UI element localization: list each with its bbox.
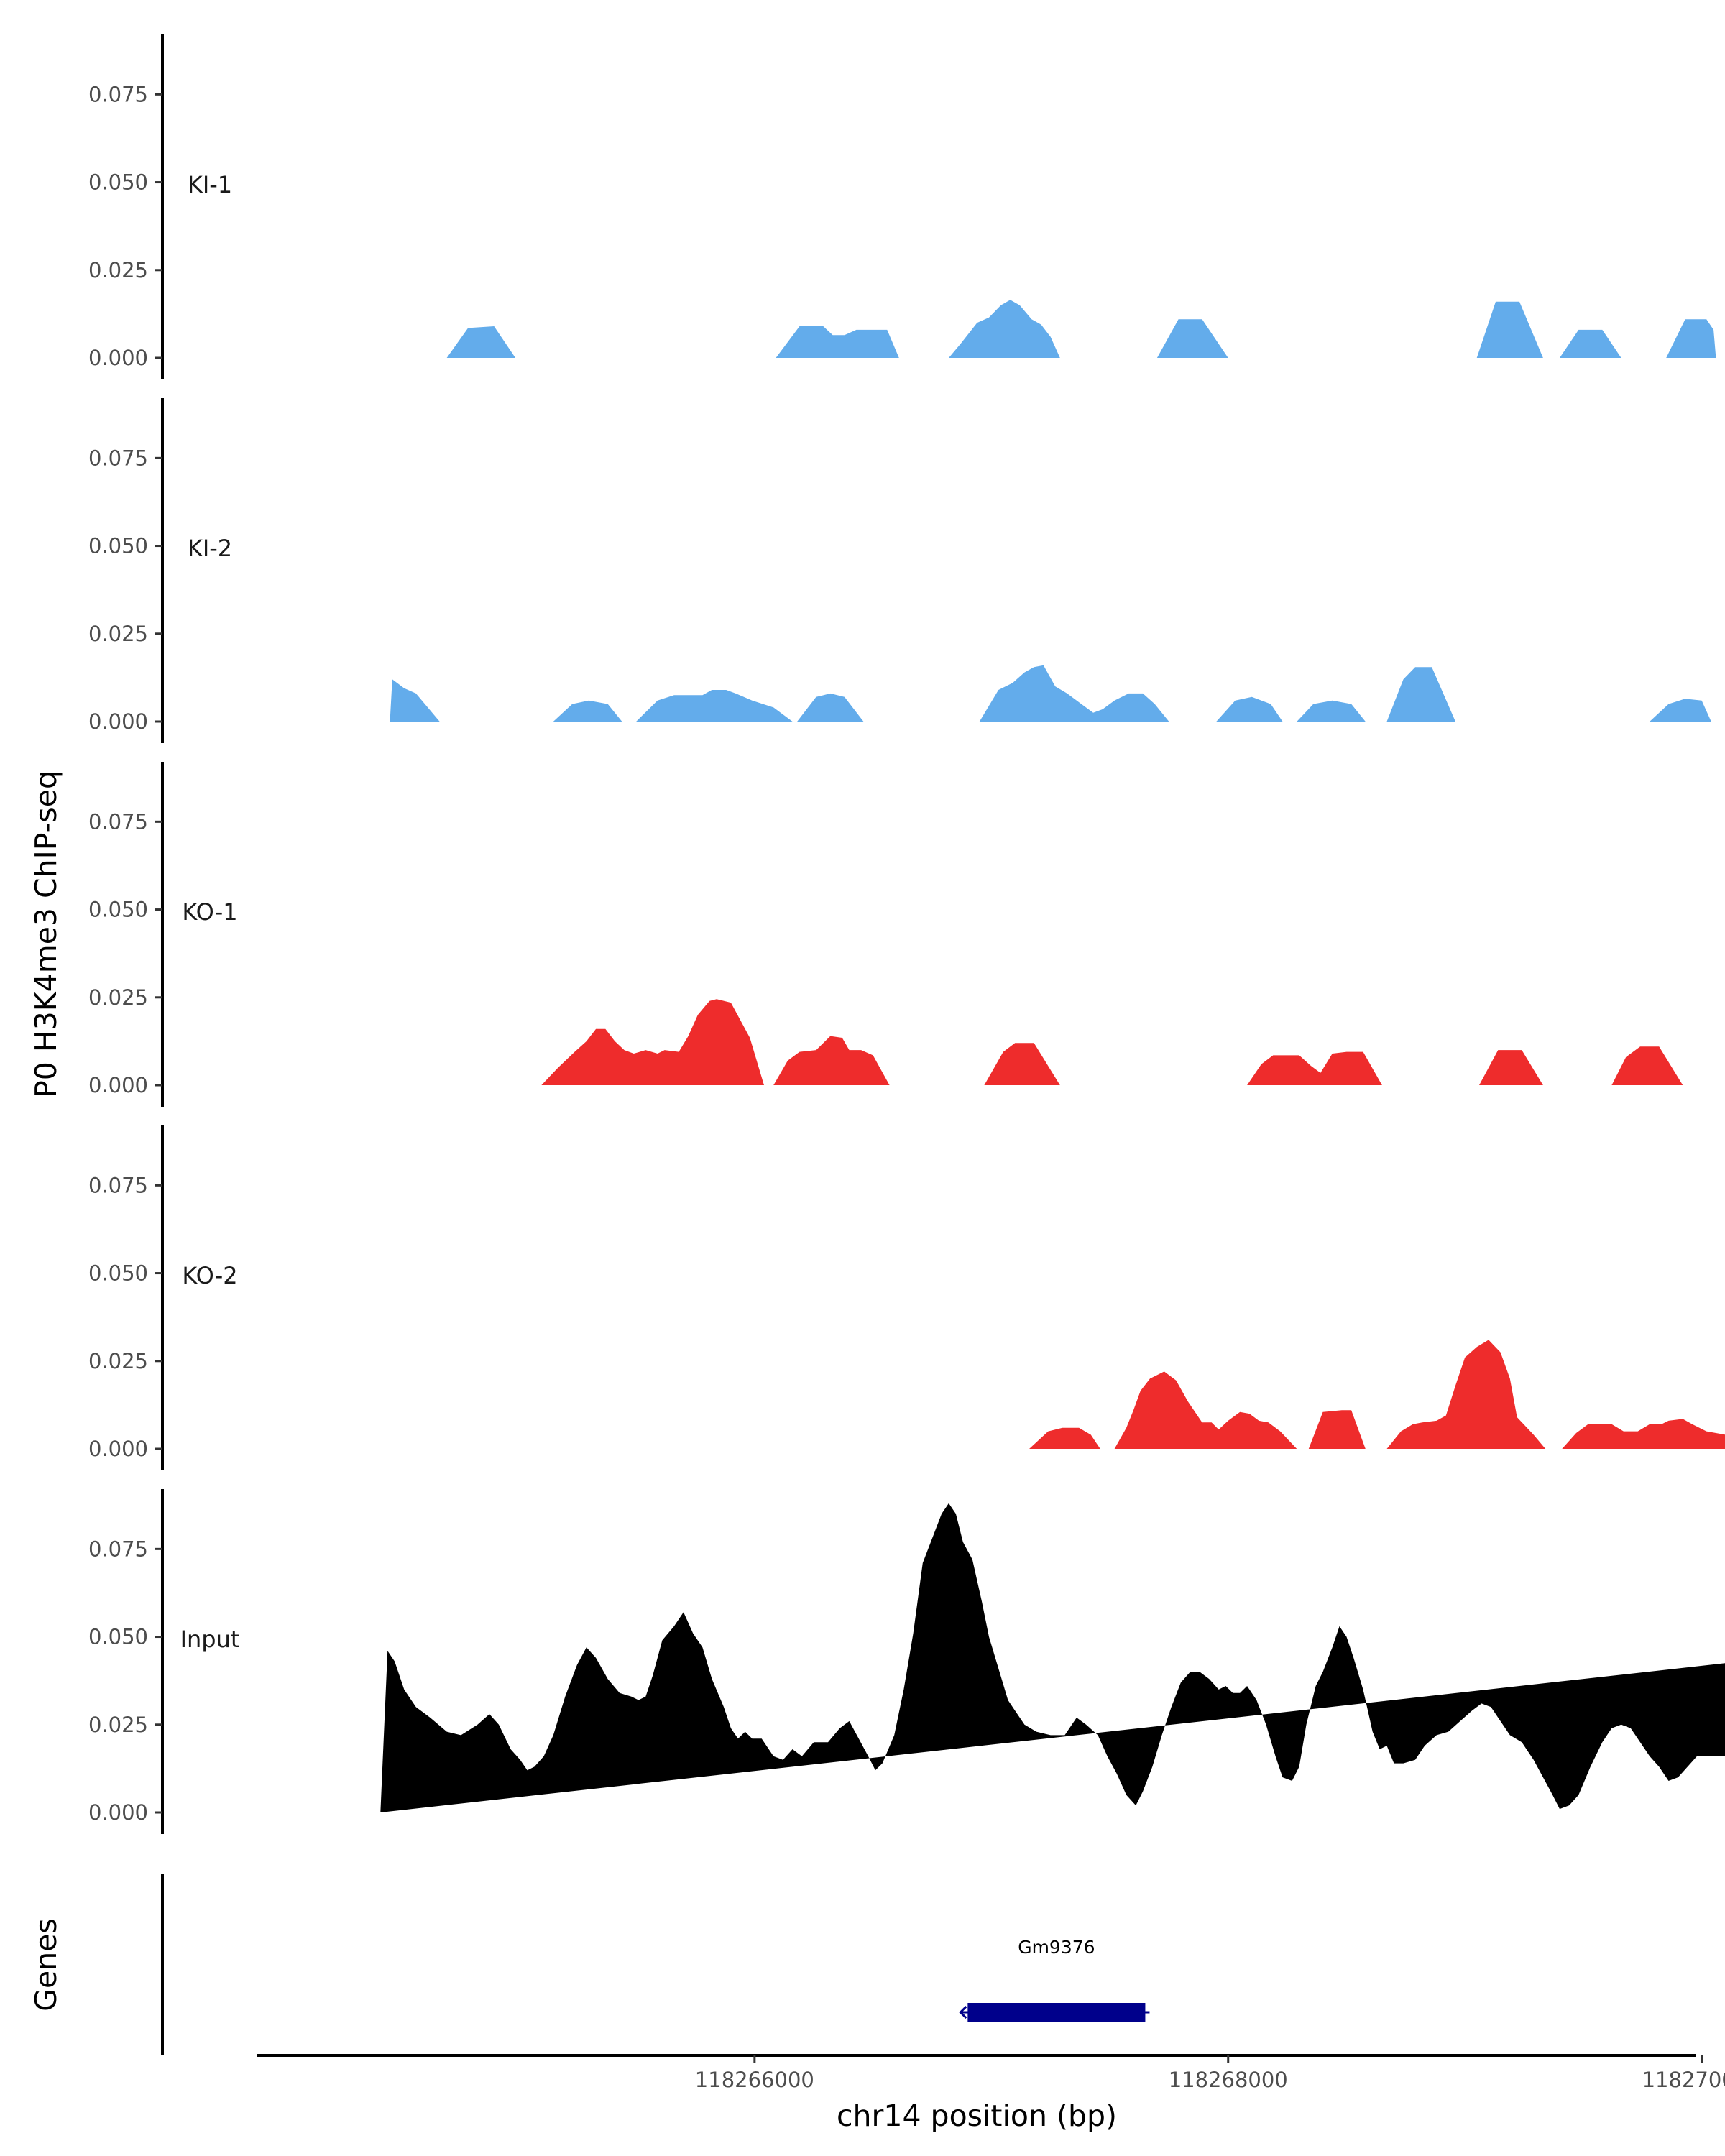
y-tick-label: 0.025 bbox=[88, 622, 148, 646]
y-tick-label: 0.050 bbox=[88, 534, 148, 558]
y-tick-label: 0.050 bbox=[88, 170, 148, 195]
coverage-area-input bbox=[380, 1503, 1725, 1812]
track-label: KO-2 bbox=[182, 1262, 237, 1289]
genes-layer: Gm9376 bbox=[161, 1874, 1150, 2055]
genes-axis-title: Genes bbox=[29, 1918, 63, 2012]
coverage-area-ko-2 bbox=[1029, 1340, 1725, 1449]
y-tick-label: 0.000 bbox=[88, 346, 148, 370]
x-tick-label: 118266000 bbox=[695, 2068, 814, 2092]
strand-arrow-icon bbox=[959, 2005, 967, 2019]
x-axis-title: chr14 position (bp) bbox=[837, 2099, 1117, 2133]
y-tick-label: 0.075 bbox=[88, 1537, 148, 1561]
x-tick-label: 118268000 bbox=[1169, 2068, 1288, 2092]
y-tick-label: 0.025 bbox=[88, 1349, 148, 1373]
y-axis-title: P0 H3K4me3 ChIP-seq bbox=[29, 770, 63, 1098]
y-tick-label: 0.075 bbox=[88, 446, 148, 470]
track-ki-2: 0.000 0.025 0.050 0.075 KI-2 bbox=[88, 398, 1711, 743]
gene-gm9376: Gm9376 bbox=[959, 1937, 1150, 2022]
y-tick-label: 0.075 bbox=[88, 82, 148, 106]
y-tick-label: 0.050 bbox=[88, 1625, 148, 1649]
y-tick-label: 0.000 bbox=[88, 1800, 148, 1825]
track-ko-2: 0.000 0.025 0.050 0.075 KO-2 bbox=[88, 1125, 1725, 1470]
gene-label: Gm9376 bbox=[1018, 1937, 1095, 1958]
y-tick-label: 0.000 bbox=[88, 709, 148, 734]
y-tick-label: 0.000 bbox=[88, 1437, 148, 1461]
y-tick-label: 0.025 bbox=[88, 258, 148, 282]
y-tick-label: 0.050 bbox=[88, 1261, 148, 1286]
x-tick-label: 118270000 bbox=[1642, 2068, 1725, 2092]
track-input: 0.000 0.025 0.050 0.075 Input bbox=[88, 1489, 1725, 1834]
track-label: Input bbox=[180, 1626, 240, 1653]
y-tick-label: 0.025 bbox=[88, 985, 148, 1010]
coverage-area-ko-1 bbox=[541, 999, 1683, 1085]
y-tick-label: 0.025 bbox=[88, 1713, 148, 1737]
track-ko-1: 0.000 0.025 0.050 0.075 KO-1 bbox=[88, 762, 1683, 1107]
coverage-area-ki-2 bbox=[390, 665, 1711, 722]
track-label: KI-1 bbox=[188, 171, 232, 198]
track-label: KI-2 bbox=[188, 535, 232, 562]
y-tick-label: 0.000 bbox=[88, 1073, 148, 1097]
y-tick-label: 0.075 bbox=[88, 809, 148, 834]
x-axis: 118266000 118268000 118270000 bbox=[257, 2054, 1725, 2092]
gene-body bbox=[967, 2003, 1146, 2022]
y-tick-label: 0.050 bbox=[88, 898, 148, 922]
track-label: KO-1 bbox=[182, 898, 237, 926]
coverage-area-ki-1 bbox=[446, 300, 1716, 358]
track-ki-1: 0.000 0.025 0.050 0.075 KI-1 bbox=[88, 34, 1716, 379]
y-tick-label: 0.075 bbox=[88, 1173, 148, 1197]
tracks-layer: 0.0000.0250.0500.075KI-10.0000.0250.0500… bbox=[88, 34, 1725, 1834]
